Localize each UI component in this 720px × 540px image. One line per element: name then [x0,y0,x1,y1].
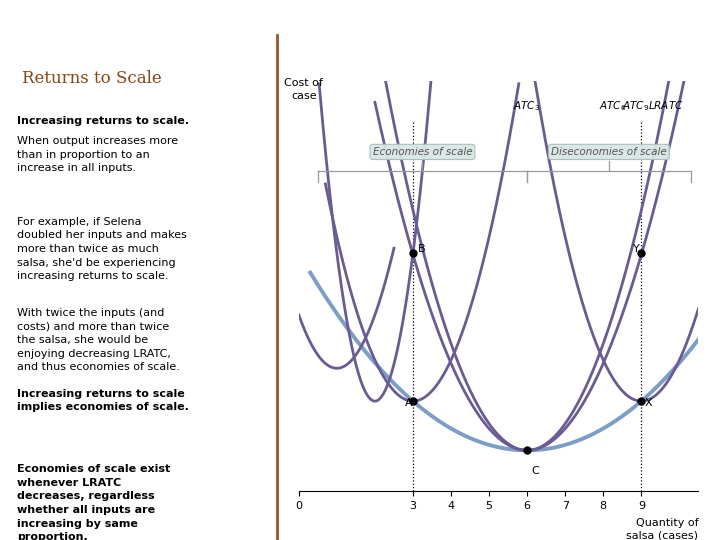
Text: Diseconomies of scale: Diseconomies of scale [551,147,667,157]
Text: With twice the inputs (and
costs) and more than twice
the salsa, she would be
en: With twice the inputs (and costs) and mo… [17,308,179,372]
Text: X: X [645,398,653,408]
Text: Increasing returns to scale.: Increasing returns to scale. [17,116,189,126]
Text: A: A [405,398,413,408]
Text: When output increases more
than in proportion to an
increase in all inputs.: When output increases more than in propo… [17,136,178,173]
Text: $ATC_6$: $ATC_6$ [599,99,626,113]
Text: Returns to Scale: Returns to Scale [22,70,162,87]
Text: $ATC_3$: $ATC_3$ [513,99,541,113]
Text: $LRATC$: $LRATC$ [648,99,684,111]
Text: B: B [418,244,426,254]
Text: Increasing returns to scale
implies economies of scale.: Increasing returns to scale implies econ… [17,389,189,412]
Text: C: C [531,466,539,476]
Text: Economies of scale: Economies of scale [373,147,472,157]
Text: Quantity of
salsa (cases): Quantity of salsa (cases) [626,518,698,540]
Text: Cost of
case: Cost of case [284,78,323,100]
Text: $ATC_9$: $ATC_9$ [622,99,649,113]
Text: Economies of scale exist
whenever LRATC
decreases, regardless
whether all inputs: Economies of scale exist whenever LRATC … [17,464,170,540]
Text: Y: Y [633,244,639,254]
Text: For example, if Selena
doubled her inputs and makes
more than twice as much
sals: For example, if Selena doubled her input… [17,217,186,281]
